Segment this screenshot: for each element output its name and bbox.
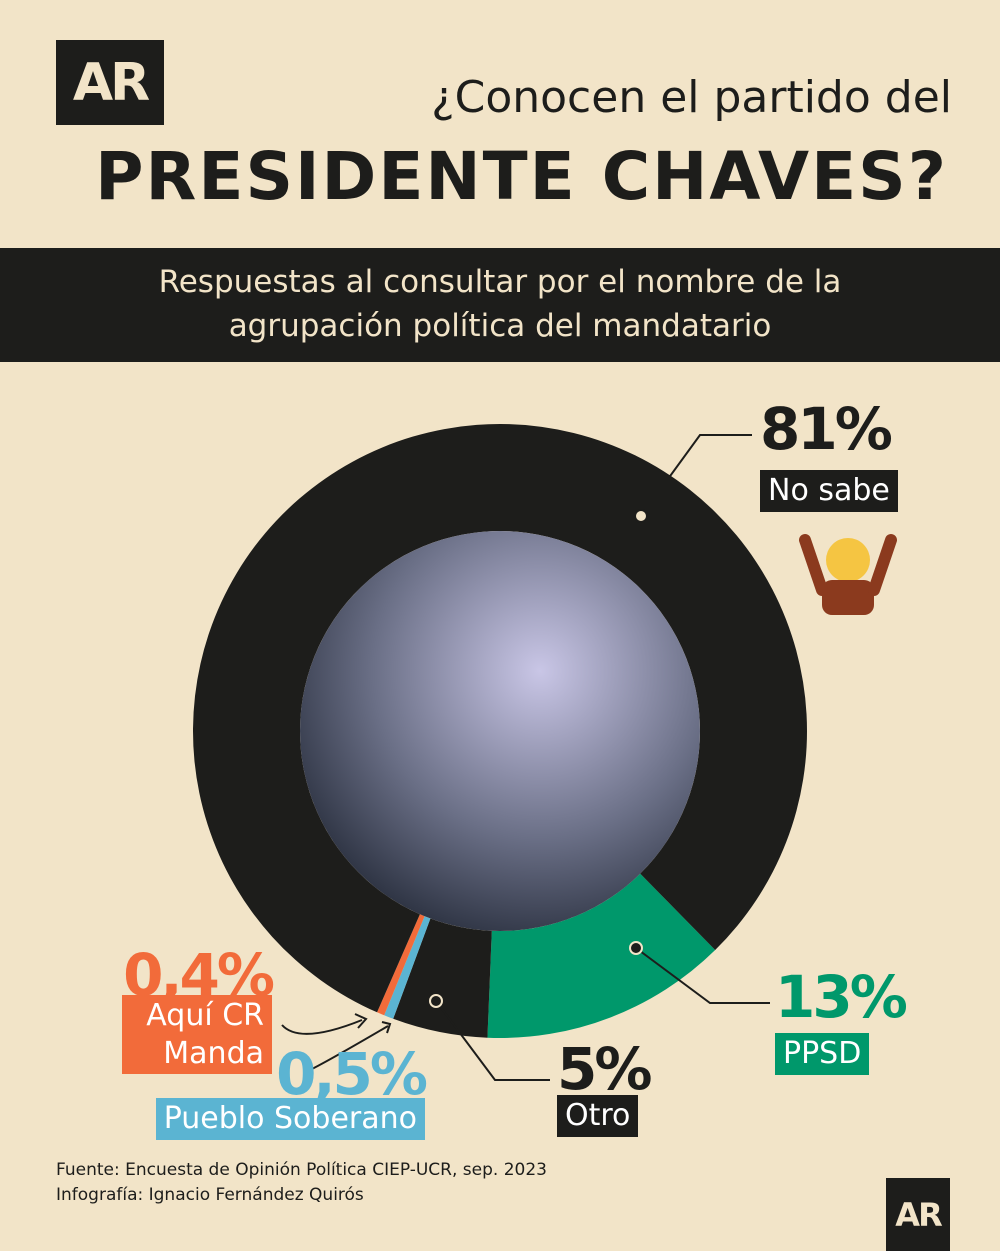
value-label: 0,5% [276,1040,428,1108]
donut-segment [393,918,492,1038]
category-label: Otro [557,1095,639,1137]
source: Fuente: Encuesta de Opinión Política CIE… [56,1160,547,1180]
donut-segment [377,914,425,1016]
category-label: Aquí CR Manda [122,995,272,1074]
photo [300,531,700,931]
category-label: No sabe [760,470,898,512]
logo: AR [56,40,164,125]
value-label: 81% [760,395,893,463]
kicker: ¿Conocen el partido del [431,72,952,123]
category-label: PPSD [775,1033,870,1075]
title: PRESIDENTE CHAVES? [95,138,948,215]
logo: AR [886,1178,950,1251]
subtitle-band [0,248,1000,362]
leaders [281,434,770,1081]
value-label: 5% [557,1035,653,1103]
credit: Infografía: Ignacio Fernández Quirós [56,1185,364,1205]
subtitle: Respuestas al consultar por el nombre de… [158,264,842,344]
value-label: 13% [775,963,908,1031]
donut-segment [487,873,716,1039]
emoji [799,534,897,615]
category-label: Pueblo Soberano [155,1098,425,1140]
donut-segment [384,916,431,1019]
value-label: 0,4% [123,941,275,1009]
donut-segment [192,424,807,1013]
